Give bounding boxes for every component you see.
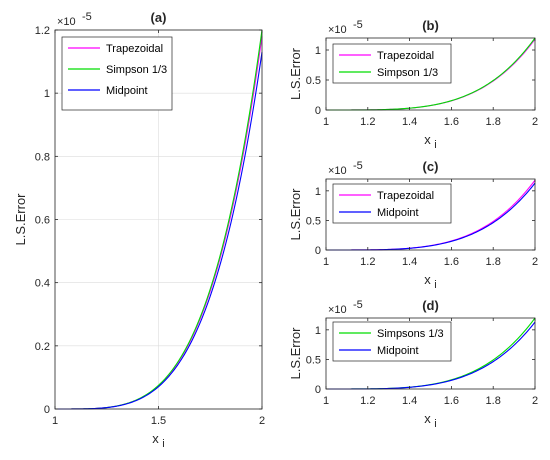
y-exponent-power: -5: [82, 11, 92, 23]
x-tick-label: 1.2: [360, 256, 375, 268]
axes-frame: [325, 37, 536, 111]
y-exponent-label: ×10: [57, 16, 76, 28]
y-tick-label: 0.5: [306, 75, 321, 87]
y-exponent-label: ×10: [328, 304, 347, 316]
x-axis-label: x: [424, 272, 431, 287]
x-axis-label-subscript: i: [434, 139, 436, 151]
x-tick-label: 1.6: [444, 256, 459, 268]
x-axis-label: x: [152, 431, 159, 446]
legend: Trapezoidal Simpson 1/3: [332, 43, 452, 84]
chart-title: (c): [423, 159, 439, 174]
y-exponent-power: -5: [353, 160, 363, 172]
y-axis-label: L.S.Error: [288, 188, 303, 241]
legend-box: [61, 36, 173, 111]
x-tick-label: 1.2: [360, 395, 375, 407]
y-tick-label: 1: [44, 88, 50, 100]
x-tick-label: 2: [532, 116, 538, 128]
legend-entry: Midpoint: [377, 207, 419, 219]
x-tick-label: 1.4: [402, 256, 417, 268]
chart-panel-c: 1 1.2 1.4 1.6 1.8 2 0 0.5 1 ×10 -5 (c) x i L.S.Error Tr…: [288, 159, 538, 291]
y-tick-label: 0: [44, 404, 50, 416]
legend-entry: Midpoint: [106, 85, 148, 97]
legend-box: [332, 183, 452, 224]
y-tick-label: 0.6: [35, 215, 50, 227]
legend-entry: Midpoint: [377, 345, 419, 357]
x-tick-label: 1: [52, 415, 58, 427]
y-tick-label: 0.2: [35, 341, 50, 353]
chart-panel-b: 1 1.2 1.4 1.6 1.8 2 0 0.5 1 ×10 -5 (b) x i L.S.Error Tr…: [288, 18, 538, 151]
y-tick-label: 0: [315, 245, 321, 257]
legend: Trapezoidal Midpoint: [332, 183, 452, 224]
y-tick-label: 1: [315, 45, 321, 57]
x-axis-label-subscript: i: [434, 418, 436, 430]
x-tick-label: 1.6: [444, 395, 459, 407]
legend-entry: Simpsons 1/3: [377, 328, 444, 340]
y-tick-label: 0: [315, 105, 321, 117]
x-tick-label: 1: [323, 256, 329, 268]
chart-panel-d: 1 1.2 1.4 1.6 1.8 2 0 0.5 1 ×10 -5 (d) x i L.S.Error Si…: [288, 298, 538, 430]
y-tick-label: 1: [315, 186, 321, 198]
y-tick-label: 0: [315, 384, 321, 396]
x-axis-label-subscript: i: [162, 438, 164, 450]
chart-title: (a): [151, 10, 167, 25]
x-tick-label: 1: [323, 395, 329, 407]
y-tick-label: 0.8: [35, 151, 50, 163]
x-tick-label: 1.8: [486, 256, 501, 268]
y-tick-label: 0.5: [306, 354, 321, 366]
chart-panel-a: 1 1.5 2 0 0.2 0.4 0.6 0.8 1 1.2 ×10 -5 (a) x i L.S.Erro…: [13, 10, 265, 450]
x-tick-label: 2: [532, 256, 538, 268]
legend-entry: Trapezoidal: [377, 190, 434, 202]
chart-title: (b): [422, 18, 439, 33]
x-tick-label: 1.4: [402, 395, 417, 407]
x-tick-label: 1.6: [444, 116, 459, 128]
y-exponent-label: ×10: [328, 24, 347, 36]
y-tick-label: 0.5: [306, 215, 321, 227]
y-tick-label: 1.2: [35, 25, 50, 37]
legend-box: [332, 321, 452, 362]
y-axis-label: L.S.Error: [13, 193, 28, 246]
y-axis-label: L.S.Error: [288, 327, 303, 380]
legend-box: [332, 43, 452, 84]
x-tick-label: 2: [532, 395, 538, 407]
y-tick-label: 0.4: [35, 278, 50, 290]
y-exponent-power: -5: [353, 299, 363, 311]
x-tick-label: 1.8: [486, 116, 501, 128]
chart-title: (d): [422, 298, 439, 313]
legend-entry: Trapezoidal: [106, 43, 163, 55]
x-axis-label: x: [424, 132, 431, 147]
y-axis-label: L.S.Error: [288, 47, 303, 100]
x-tick-label: 1.8: [486, 395, 501, 407]
x-axis-label: x: [424, 411, 431, 426]
legend-entry: Simpson 1/3: [377, 67, 438, 79]
legend-entry: Trapezoidal: [377, 50, 434, 62]
y-tick-label: 1: [315, 325, 321, 337]
legend: Simpsons 1/3 Midpoint: [332, 321, 452, 362]
x-tick-label: 1.2: [360, 116, 375, 128]
x-tick-label: 1.4: [402, 116, 417, 128]
y-exponent-label: ×10: [328, 165, 347, 177]
x-tick-label: 1: [323, 116, 329, 128]
axes-frame: [325, 178, 536, 251]
x-tick-label: 2: [259, 415, 265, 427]
y-exponent-power: -5: [353, 19, 363, 31]
x-axis-label-subscript: i: [434, 279, 436, 291]
legend: Trapezoidal Simpson 1/3 Midpoint: [61, 36, 173, 111]
legend-entry: Simpson 1/3: [106, 64, 167, 76]
axes-frame: [325, 317, 536, 390]
x-tick-label: 1.5: [151, 415, 166, 427]
